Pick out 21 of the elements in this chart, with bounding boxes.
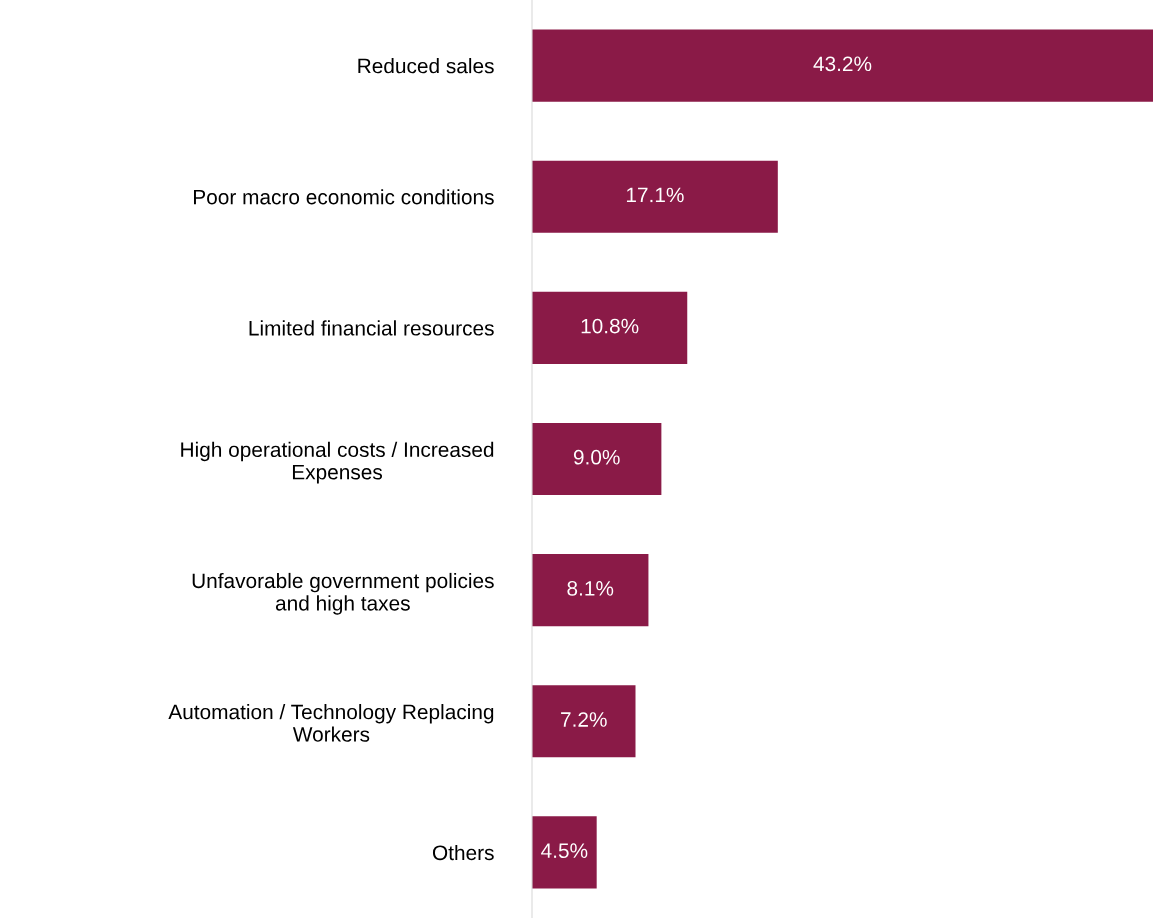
bar: [532, 422, 662, 496]
y-tick-label: Poor macro economic conditions: [194, 189, 494, 205]
y-tick-label: High operational costs / Increased Expenses: [181, 441, 494, 484]
bar: [532, 160, 778, 233]
bar: [532, 816, 597, 889]
bar: [532, 29, 1153, 102]
y-tick-label: Others: [432, 844, 494, 861]
bar: [532, 554, 649, 627]
bar: [532, 685, 636, 758]
y-tick-label: Reduced sales: [358, 58, 494, 74]
data-label: 17.1%: [626, 187, 684, 203]
data-label: 10.8%: [581, 318, 639, 334]
data-label: 43.2%: [813, 56, 872, 72]
y-tick-label: Limited financial resources: [249, 320, 494, 336]
y-tick-label: Unfavorable government policies and high taxes: [192, 572, 494, 615]
data-label: 4.5%: [541, 843, 588, 859]
data-label: 9.0%: [573, 449, 620, 465]
data-label: 8.1%: [567, 580, 614, 596]
data-label: 7.2%: [561, 712, 607, 727]
y-tick-label: Automation / Technology Replacing Workers: [168, 704, 494, 742]
bar: [532, 291, 688, 364]
